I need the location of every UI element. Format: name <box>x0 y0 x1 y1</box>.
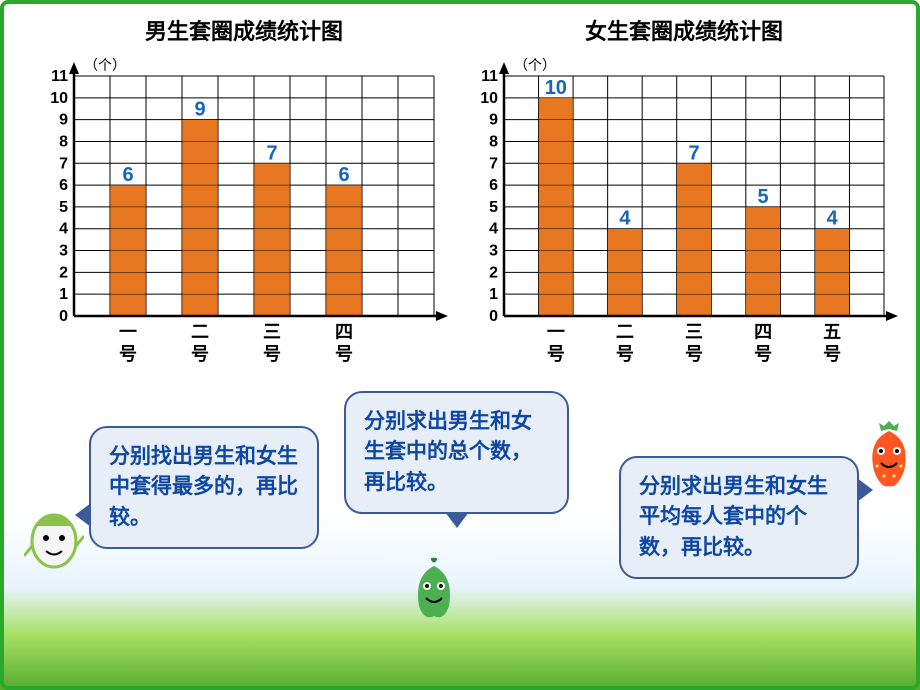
svg-text:0: 0 <box>489 308 498 325</box>
svg-text:10: 10 <box>50 90 68 107</box>
svg-text:5: 5 <box>758 186 769 208</box>
svg-text:6: 6 <box>338 164 349 186</box>
svg-text:6: 6 <box>122 164 133 186</box>
svg-text:7: 7 <box>489 155 498 172</box>
svg-text:号: 号 <box>119 344 137 364</box>
svg-text:7: 7 <box>59 155 68 172</box>
svg-text:11: 11 <box>51 68 68 85</box>
girls-chart-container: 女生套圈成绩统计图 0123456789101110一号4二号7三号5四号4五号… <box>464 14 904 376</box>
svg-text:三: 三 <box>685 322 703 342</box>
svg-text:三: 三 <box>263 322 281 342</box>
svg-text:0: 0 <box>59 308 68 325</box>
svg-text:8: 8 <box>489 133 498 150</box>
svg-text:一: 一 <box>119 322 137 342</box>
svg-text:号: 号 <box>754 344 772 364</box>
svg-text:5: 5 <box>489 199 498 216</box>
svg-text:四: 四 <box>754 322 772 342</box>
pepper-character-icon <box>404 556 464 626</box>
svg-text:号: 号 <box>335 344 353 364</box>
svg-text:5: 5 <box>59 199 68 216</box>
svg-text:3: 3 <box>489 243 498 260</box>
svg-text:号: 号 <box>823 344 841 364</box>
svg-text:五: 五 <box>823 322 841 342</box>
svg-text:9: 9 <box>59 112 68 129</box>
speech-bubble-3: 分别求出男生和女生平均每人套中的个数，再比较。 <box>619 456 859 579</box>
svg-text:7: 7 <box>266 142 277 164</box>
svg-text:4: 4 <box>59 221 68 238</box>
strawberry-character-icon <box>859 421 919 491</box>
svg-text:2: 2 <box>59 264 68 281</box>
svg-text:号: 号 <box>263 344 281 364</box>
svg-text:7: 7 <box>688 142 699 164</box>
svg-text:一: 一 <box>547 322 565 342</box>
svg-text:4: 4 <box>489 221 498 238</box>
girls-chart-title: 女生套圈成绩统计图 <box>464 14 904 46</box>
svg-text:6: 6 <box>489 177 498 194</box>
svg-text:号: 号 <box>685 344 703 364</box>
speech-bubble-1: 分别找出男生和女生中套得最多的，再比较。 <box>89 426 319 549</box>
speech-bubble-2: 分别求出男生和女生套中的总个数，再比较。 <box>344 391 569 514</box>
svg-text:1: 1 <box>489 286 498 303</box>
girls-chart: 0123456789101110一号4二号7三号5四号4五号（个） <box>464 51 904 371</box>
svg-text:9: 9 <box>194 99 205 121</box>
svg-text:（个）: （个） <box>84 57 126 73</box>
bubbles-row: 分别找出男生和女生中套得最多的，再比较。 分别求出男生和女生套中的总个数，再比较… <box>4 386 916 666</box>
svg-text:6: 6 <box>59 177 68 194</box>
svg-text:二: 二 <box>616 322 634 342</box>
svg-text:四: 四 <box>335 322 353 342</box>
svg-text:号: 号 <box>616 344 634 364</box>
svg-text:二: 二 <box>191 322 209 342</box>
boys-chart-title: 男生套圈成绩统计图 <box>34 14 454 46</box>
svg-text:（个）: （个） <box>514 57 556 73</box>
svg-text:1: 1 <box>59 286 68 303</box>
svg-text:3: 3 <box>59 243 68 260</box>
svg-text:10: 10 <box>480 90 498 107</box>
svg-text:2: 2 <box>489 264 498 281</box>
svg-text:9: 9 <box>489 112 498 129</box>
boys-chart-container: 男生套圈成绩统计图 012345678910116一号9二号7三号6四号（个） <box>34 14 454 376</box>
svg-text:4: 4 <box>619 208 631 230</box>
svg-text:号: 号 <box>191 344 209 364</box>
svg-text:号: 号 <box>547 344 565 364</box>
boys-chart: 012345678910116一号9二号7三号6四号（个） <box>34 51 454 371</box>
svg-text:11: 11 <box>481 68 498 85</box>
svg-text:4: 4 <box>827 208 839 230</box>
svg-text:10: 10 <box>545 77 567 99</box>
svg-text:8: 8 <box>59 133 68 150</box>
